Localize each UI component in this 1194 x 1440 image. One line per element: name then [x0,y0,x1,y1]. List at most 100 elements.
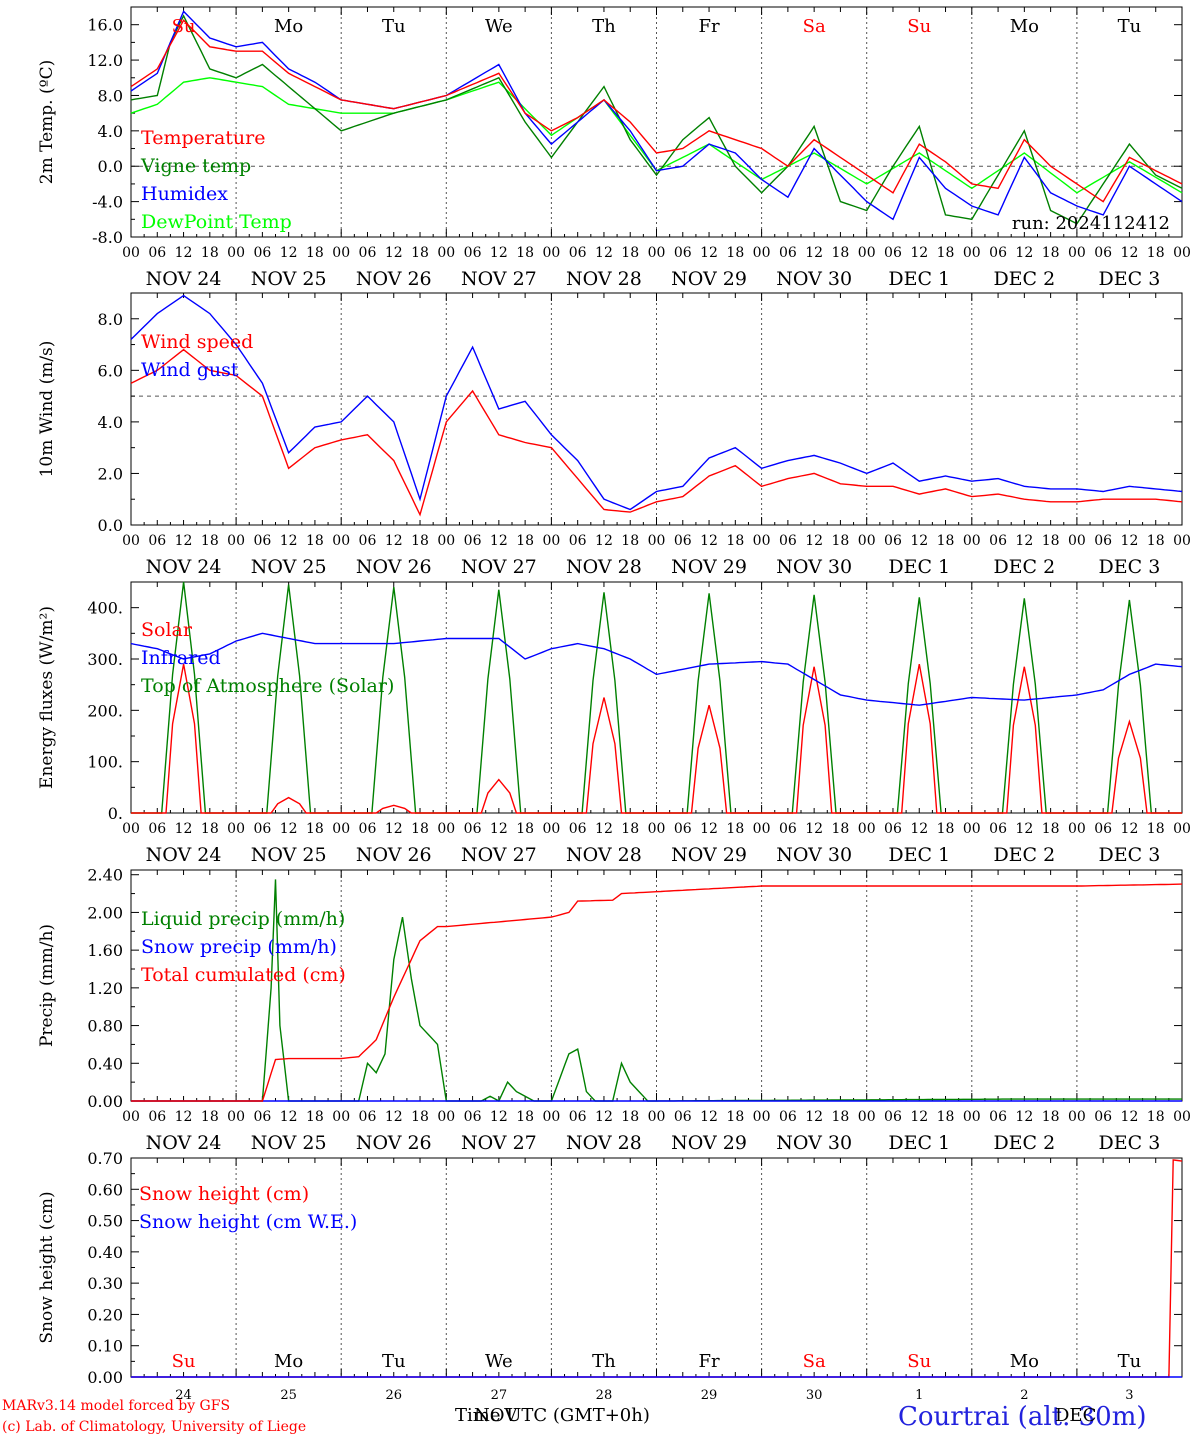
hour-tick-label: 18 [726,533,744,549]
hour-tick-label: 06 [464,245,482,261]
weekday-label: Su [907,16,931,37]
legend-entry: Top of Atmosphere (Solar) [141,675,394,697]
date-label: NOV 29 [671,268,747,290]
hour-tick-label: 06 [464,821,482,837]
y-axis-label: 2m Temp. (ºC) [37,60,57,185]
hour-tick-label: 18 [832,245,850,261]
y-tick-label: 8.0 [98,86,123,105]
hour-tick-label: 12 [700,533,718,549]
hour-tick-label: 00 [1068,1109,1086,1125]
date-label: NOV 24 [146,844,222,866]
hour-tick-label: 12 [595,533,613,549]
hour-tick-label: 00 [227,821,245,837]
model-credit: MARv3.14 model forced by GFS [2,1398,231,1414]
weekday-label: Tu [1118,16,1142,37]
legend-entry: Humidex [141,183,228,205]
weekday-label: Tu [1118,1351,1142,1372]
hour-tick-label: 00 [753,821,771,837]
hour-tick-label: 06 [1094,533,1112,549]
y-tick-label: -4.0 [92,193,123,212]
y-tick-label: 300. [87,650,123,669]
run-label: run: 2024112412 [1012,213,1170,234]
hour-tick-label: 18 [411,533,429,549]
y-tick-label: 12.0 [87,51,123,70]
hour-tick-label: 18 [832,533,850,549]
weekday-label: Mo [274,16,303,37]
hour-tick-label: 18 [201,821,219,837]
hour-tick-label: 18 [1042,245,1060,261]
hour-tick-label: 12 [805,821,823,837]
series-line-solar [131,663,1182,814]
date-label: NOV 24 [146,556,222,578]
series-line-humidex [130,10,1183,221]
legend-entry: Total cumulated (cm) [141,964,346,986]
series-line-infrared [130,632,1183,706]
hour-tick-label: 18 [1147,245,1165,261]
date-label: DEC 2 [993,268,1055,290]
date-label: NOV 29 [671,1132,747,1154]
y-tick-label: 4.0 [98,413,123,432]
station-name-overlap: DEC [1055,1405,1097,1426]
hour-tick-label: 12 [490,1109,508,1125]
hour-tick-label: 06 [674,1109,692,1125]
day-number-label: 26 [385,1388,402,1403]
hour-tick-label: 06 [253,533,271,549]
hour-tick-label: 18 [516,533,534,549]
y-tick-label: 6.0 [98,361,123,380]
y-tick-label: 0.70 [87,1149,123,1168]
date-label: NOV 24 [146,268,222,290]
hour-tick-label: 00 [122,533,140,549]
hour-tick-label: 18 [621,1109,639,1125]
hour-tick-label: 12 [385,821,403,837]
y-tick-label: 2.40 [87,866,123,885]
hour-tick-label: 12 [1015,245,1033,261]
hour-tick-label: 00 [542,821,560,837]
hour-tick-label: 06 [569,1109,587,1125]
y-tick-label: 16.0 [87,16,123,35]
series-line-wind-speed [130,348,1183,517]
y-tick-label: 100. [87,753,123,772]
hour-tick-label: 06 [884,533,902,549]
weekday-label: Tu [382,16,406,37]
day-number-label: 30 [806,1388,823,1403]
hour-tick-label: 00 [1068,245,1086,261]
hour-tick-label: 06 [674,533,692,549]
legend-entry: DewPoint Temp [141,211,292,233]
date-label: DEC 3 [1099,844,1161,866]
legend-entry: Infrared [141,647,221,669]
hour-tick-label: 06 [253,1109,271,1125]
date-label: DEC 3 [1099,1132,1161,1154]
panel-wind: 8.0 6.0 4.0 2.0 0.0 10m Wind (m/s) Wind speed W… [37,292,1191,578]
hour-tick-label: 18 [516,821,534,837]
hour-tick-label: 18 [1042,1109,1060,1125]
hour-tick-label: 12 [805,533,823,549]
hour-tick-label: 18 [1147,821,1165,837]
date-label: NOV 24 [146,1132,222,1154]
day-number-label: 3 [1125,1388,1133,1403]
weekday-label: Fr [699,16,720,37]
date-label: DEC 1 [888,1132,950,1154]
hour-tick-label: 06 [148,821,166,837]
hour-tick-label: 06 [359,1109,377,1125]
x-axis-title-overlap: NOV [474,1405,518,1426]
date-label: DEC 2 [993,844,1055,866]
y-tick-label: 0.0 [98,157,123,176]
hour-tick-label: 06 [359,821,377,837]
y-tick-label: 0.60 [87,1180,123,1199]
y-axis-label: Energy fluxes (W/m²) [37,606,57,789]
hour-tick-label: 00 [437,245,455,261]
hour-tick-label: 00 [648,533,666,549]
hour-tick-label: 06 [1094,1109,1112,1125]
hour-tick-label: 00 [753,1109,771,1125]
hour-tick-label: 12 [700,245,718,261]
day-number-label: 28 [596,1388,613,1403]
date-label: NOV 28 [566,1132,642,1154]
date-label: NOV 27 [461,844,537,866]
weekday-label: Su [907,1351,931,1372]
date-label: NOV 28 [566,844,642,866]
hour-tick-label: 06 [464,533,482,549]
hour-tick-label: 00 [1173,533,1191,549]
hour-tick-label: 00 [122,1109,140,1125]
day-number-label: 29 [701,1388,718,1403]
